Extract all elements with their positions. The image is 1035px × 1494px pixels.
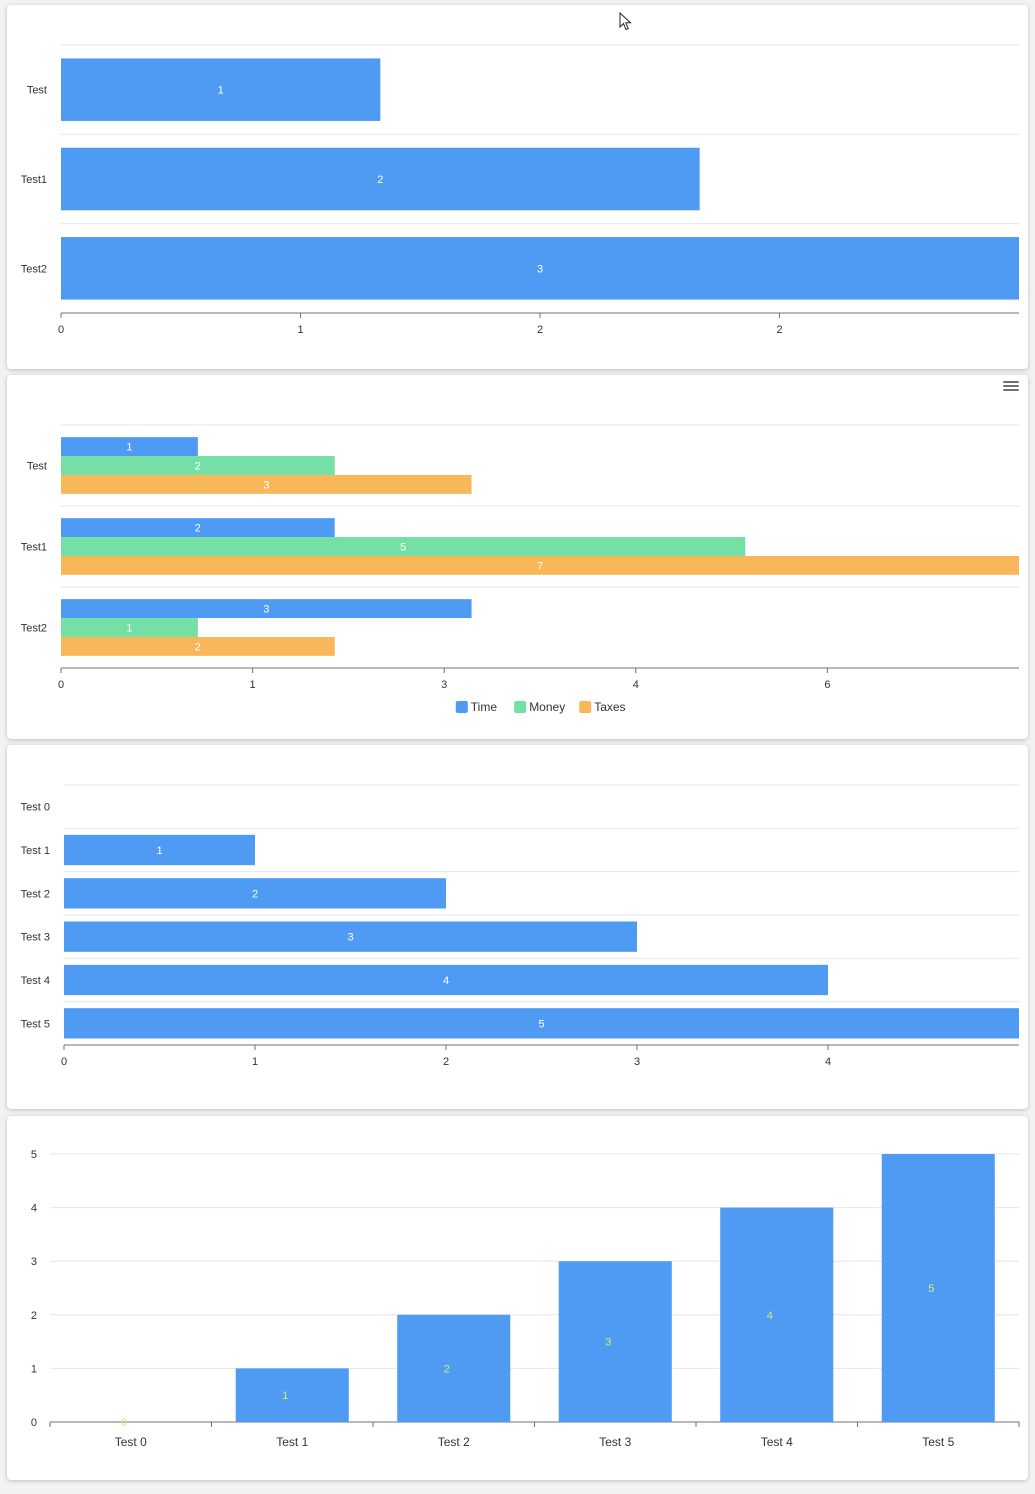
data-label: 0 <box>121 1417 127 1429</box>
x-tick-label: Test 2 <box>438 1435 470 1449</box>
bar <box>61 636 335 656</box>
y-tick-label: 3 <box>31 1256 37 1268</box>
x-tick-label: Test 0 <box>115 1435 147 1449</box>
legend-label: Time <box>471 700 498 714</box>
chart-3-svg: Test 0 Test 1 Test 2 Test 3 Test 4 Test 5 1 2 3 4… <box>21 784 1019 1068</box>
bar <box>397 1314 511 1422</box>
mouse-cursor-icon <box>619 12 632 31</box>
bar <box>64 964 828 996</box>
bar <box>64 834 255 866</box>
data-label: 3 <box>347 932 353 944</box>
bar <box>64 878 446 909</box>
y-tick-label: 0 <box>31 1417 37 1429</box>
chart-2-svg: Test Test1 Test2 1 2 3 2 5 1 3 7 2 0 1 3 4 6 Time Money Tax… <box>21 424 1019 714</box>
chart-card-2: Test Test1 Test2 1 2 3 2 5 1 3 7 2 0 1 3 4 6 Time Money Tax… <box>7 375 1028 739</box>
x-tick-label: 0 <box>58 324 64 336</box>
data-label: 1 <box>218 85 224 97</box>
y-tick-label: 1 <box>31 1363 37 1375</box>
y-tick-label: Test <box>27 85 47 97</box>
chart-card-3: Test 0 Test 1 Test 2 Test 3 Test 4 Test 5 1 2 3 4… <box>7 745 1028 1109</box>
y-tick-label: Test1 <box>21 542 47 554</box>
y-tick-label: Test 4 <box>21 975 50 987</box>
data-label: 2 <box>377 174 383 186</box>
x-tick-label: 0 <box>58 679 64 691</box>
data-label: 3 <box>605 1337 611 1349</box>
x-tick-label: 1 <box>252 1056 258 1068</box>
x-tick-label: 2 <box>443 1056 449 1068</box>
data-label: 2 <box>195 461 201 473</box>
data-label: 1 <box>156 845 162 857</box>
data-label: 3 <box>263 479 269 491</box>
x-tick-label: Test 3 <box>599 1435 631 1449</box>
bar <box>61 537 746 556</box>
x-tick-label: 6 <box>824 679 830 691</box>
x-tick-label: 4 <box>633 679 639 691</box>
y-tick-label: 2 <box>31 1310 37 1322</box>
toolbox-menu-icon[interactable] <box>1003 381 1019 393</box>
data-label: 5 <box>928 1283 934 1295</box>
x-tick-label: 2 <box>776 324 782 336</box>
y-tick-label: 5 <box>31 1149 37 1161</box>
bar <box>61 437 198 457</box>
bar <box>61 237 1019 300</box>
bar <box>61 618 198 637</box>
x-tick-label: 2 <box>537 324 543 336</box>
bar <box>61 555 1019 575</box>
data-label: 3 <box>263 604 269 616</box>
x-tick-label: Test 5 <box>922 1435 954 1449</box>
x-tick-label: 1 <box>250 679 256 691</box>
bar <box>881 1154 995 1422</box>
bar <box>61 456 335 475</box>
data-label: 4 <box>767 1310 773 1322</box>
x-tick-label: Test 1 <box>276 1435 308 1449</box>
data-label: 1 <box>282 1390 288 1402</box>
y-tick-label: Test2 <box>21 623 47 635</box>
bar <box>61 58 381 121</box>
data-label: 4 <box>443 975 449 987</box>
data-label: 2 <box>195 641 201 653</box>
y-tick-label: Test <box>27 461 47 473</box>
data-label: 1 <box>126 623 132 635</box>
legend-label: Money <box>529 700 565 714</box>
legend-swatch <box>579 701 592 713</box>
x-tick-label: 3 <box>634 1056 640 1068</box>
y-tick-label: Test 5 <box>21 1018 50 1030</box>
legend-swatch <box>455 701 468 713</box>
legend-swatch <box>514 701 527 713</box>
y-tick-label: Test 1 <box>21 845 50 857</box>
data-label: 3 <box>537 263 543 275</box>
y-tick-label: Test2 <box>21 263 47 275</box>
bar <box>558 1261 672 1422</box>
data-label: 7 <box>537 560 543 572</box>
chart-4-svg: 0 1 2 3 4 5 Test 0 0 Test 1 1 Test 2 2 Test 3 3 Test 4… <box>31 1149 1020 1449</box>
bar <box>720 1207 834 1422</box>
y-tick-label: 4 <box>31 1203 37 1215</box>
x-tick-label: Test 4 <box>761 1435 793 1449</box>
data-label: 2 <box>444 1363 450 1375</box>
chart-card-1: Test Test1 Test2 1 2 3 0 1 2 2 <box>7 5 1028 369</box>
x-tick-label: 3 <box>441 679 447 691</box>
data-label: 2 <box>252 888 258 900</box>
bar <box>61 599 472 619</box>
legend-label: Taxes <box>594 700 625 714</box>
x-tick-label: 0 <box>61 1056 67 1068</box>
bar <box>61 474 472 494</box>
data-label: 1 <box>126 442 132 454</box>
chart-1-svg: Test Test1 Test2 1 2 3 0 1 2 2 <box>21 44 1019 336</box>
chart-card-4: 0 1 2 3 4 5 Test 0 0 Test 1 1 Test 2 2 Test 3 3 Test 4… <box>7 1116 1028 1480</box>
bar <box>61 518 335 538</box>
y-tick-label: Test1 <box>21 174 47 186</box>
x-tick-label: 1 <box>297 324 303 336</box>
data-label: 5 <box>400 542 406 554</box>
data-label: 2 <box>195 523 201 535</box>
x-tick-label: 4 <box>825 1056 831 1068</box>
bar <box>64 1008 1019 1039</box>
bar <box>235 1368 349 1422</box>
y-tick-label: Test 2 <box>21 888 50 900</box>
y-tick-label: Test 3 <box>21 932 50 944</box>
data-label: 5 <box>538 1018 544 1030</box>
bar <box>64 921 637 952</box>
y-tick-label: Test 0 <box>21 802 50 814</box>
bar <box>61 147 700 211</box>
